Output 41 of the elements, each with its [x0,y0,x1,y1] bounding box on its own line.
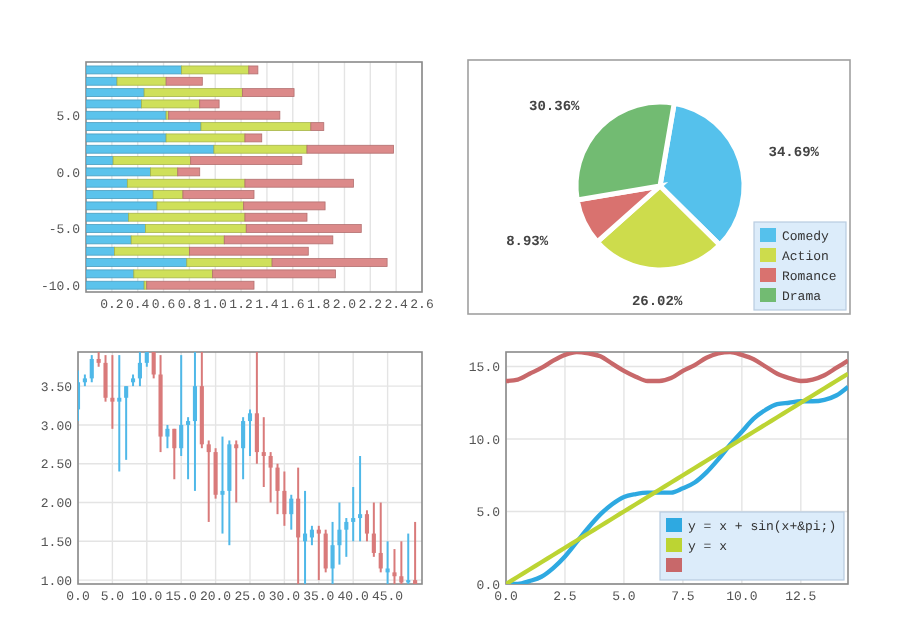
bar [241,88,295,97]
candlestick [117,354,122,473]
candlestick [268,451,273,504]
candlestick [316,524,321,582]
candlestick [296,466,301,584]
candlestick [110,354,115,430]
candlestick [399,540,404,584]
candlestick [124,385,129,461]
candlestick [392,548,397,584]
candlestick [192,352,198,492]
bar [248,65,259,75]
line-series [506,352,848,384]
bar [181,65,250,75]
candlestick [137,352,142,388]
candlestick [323,528,328,574]
bar [310,122,325,131]
candlestick [213,447,218,500]
bar [165,76,203,86]
candlestick [344,517,349,558]
candlestick [234,439,239,504]
candlestick [89,354,94,384]
candlestick [172,427,177,481]
candlestick [165,423,170,450]
candlestick [186,416,191,481]
candlestick [358,454,363,543]
bar [244,133,263,143]
candlestick [371,501,376,558]
candlestick [282,470,287,527]
candlestick [385,540,390,584]
candlestick [206,439,211,523]
candlestick [351,486,356,543]
candlestick [413,520,418,584]
candlestick [289,493,294,531]
candlestick [247,408,253,457]
bar [306,144,394,154]
candlestick [241,416,246,481]
candlestick [364,509,370,543]
candlestick [227,439,232,547]
candlestick [378,501,383,574]
candlestick [261,416,266,489]
candlestick [254,352,259,465]
